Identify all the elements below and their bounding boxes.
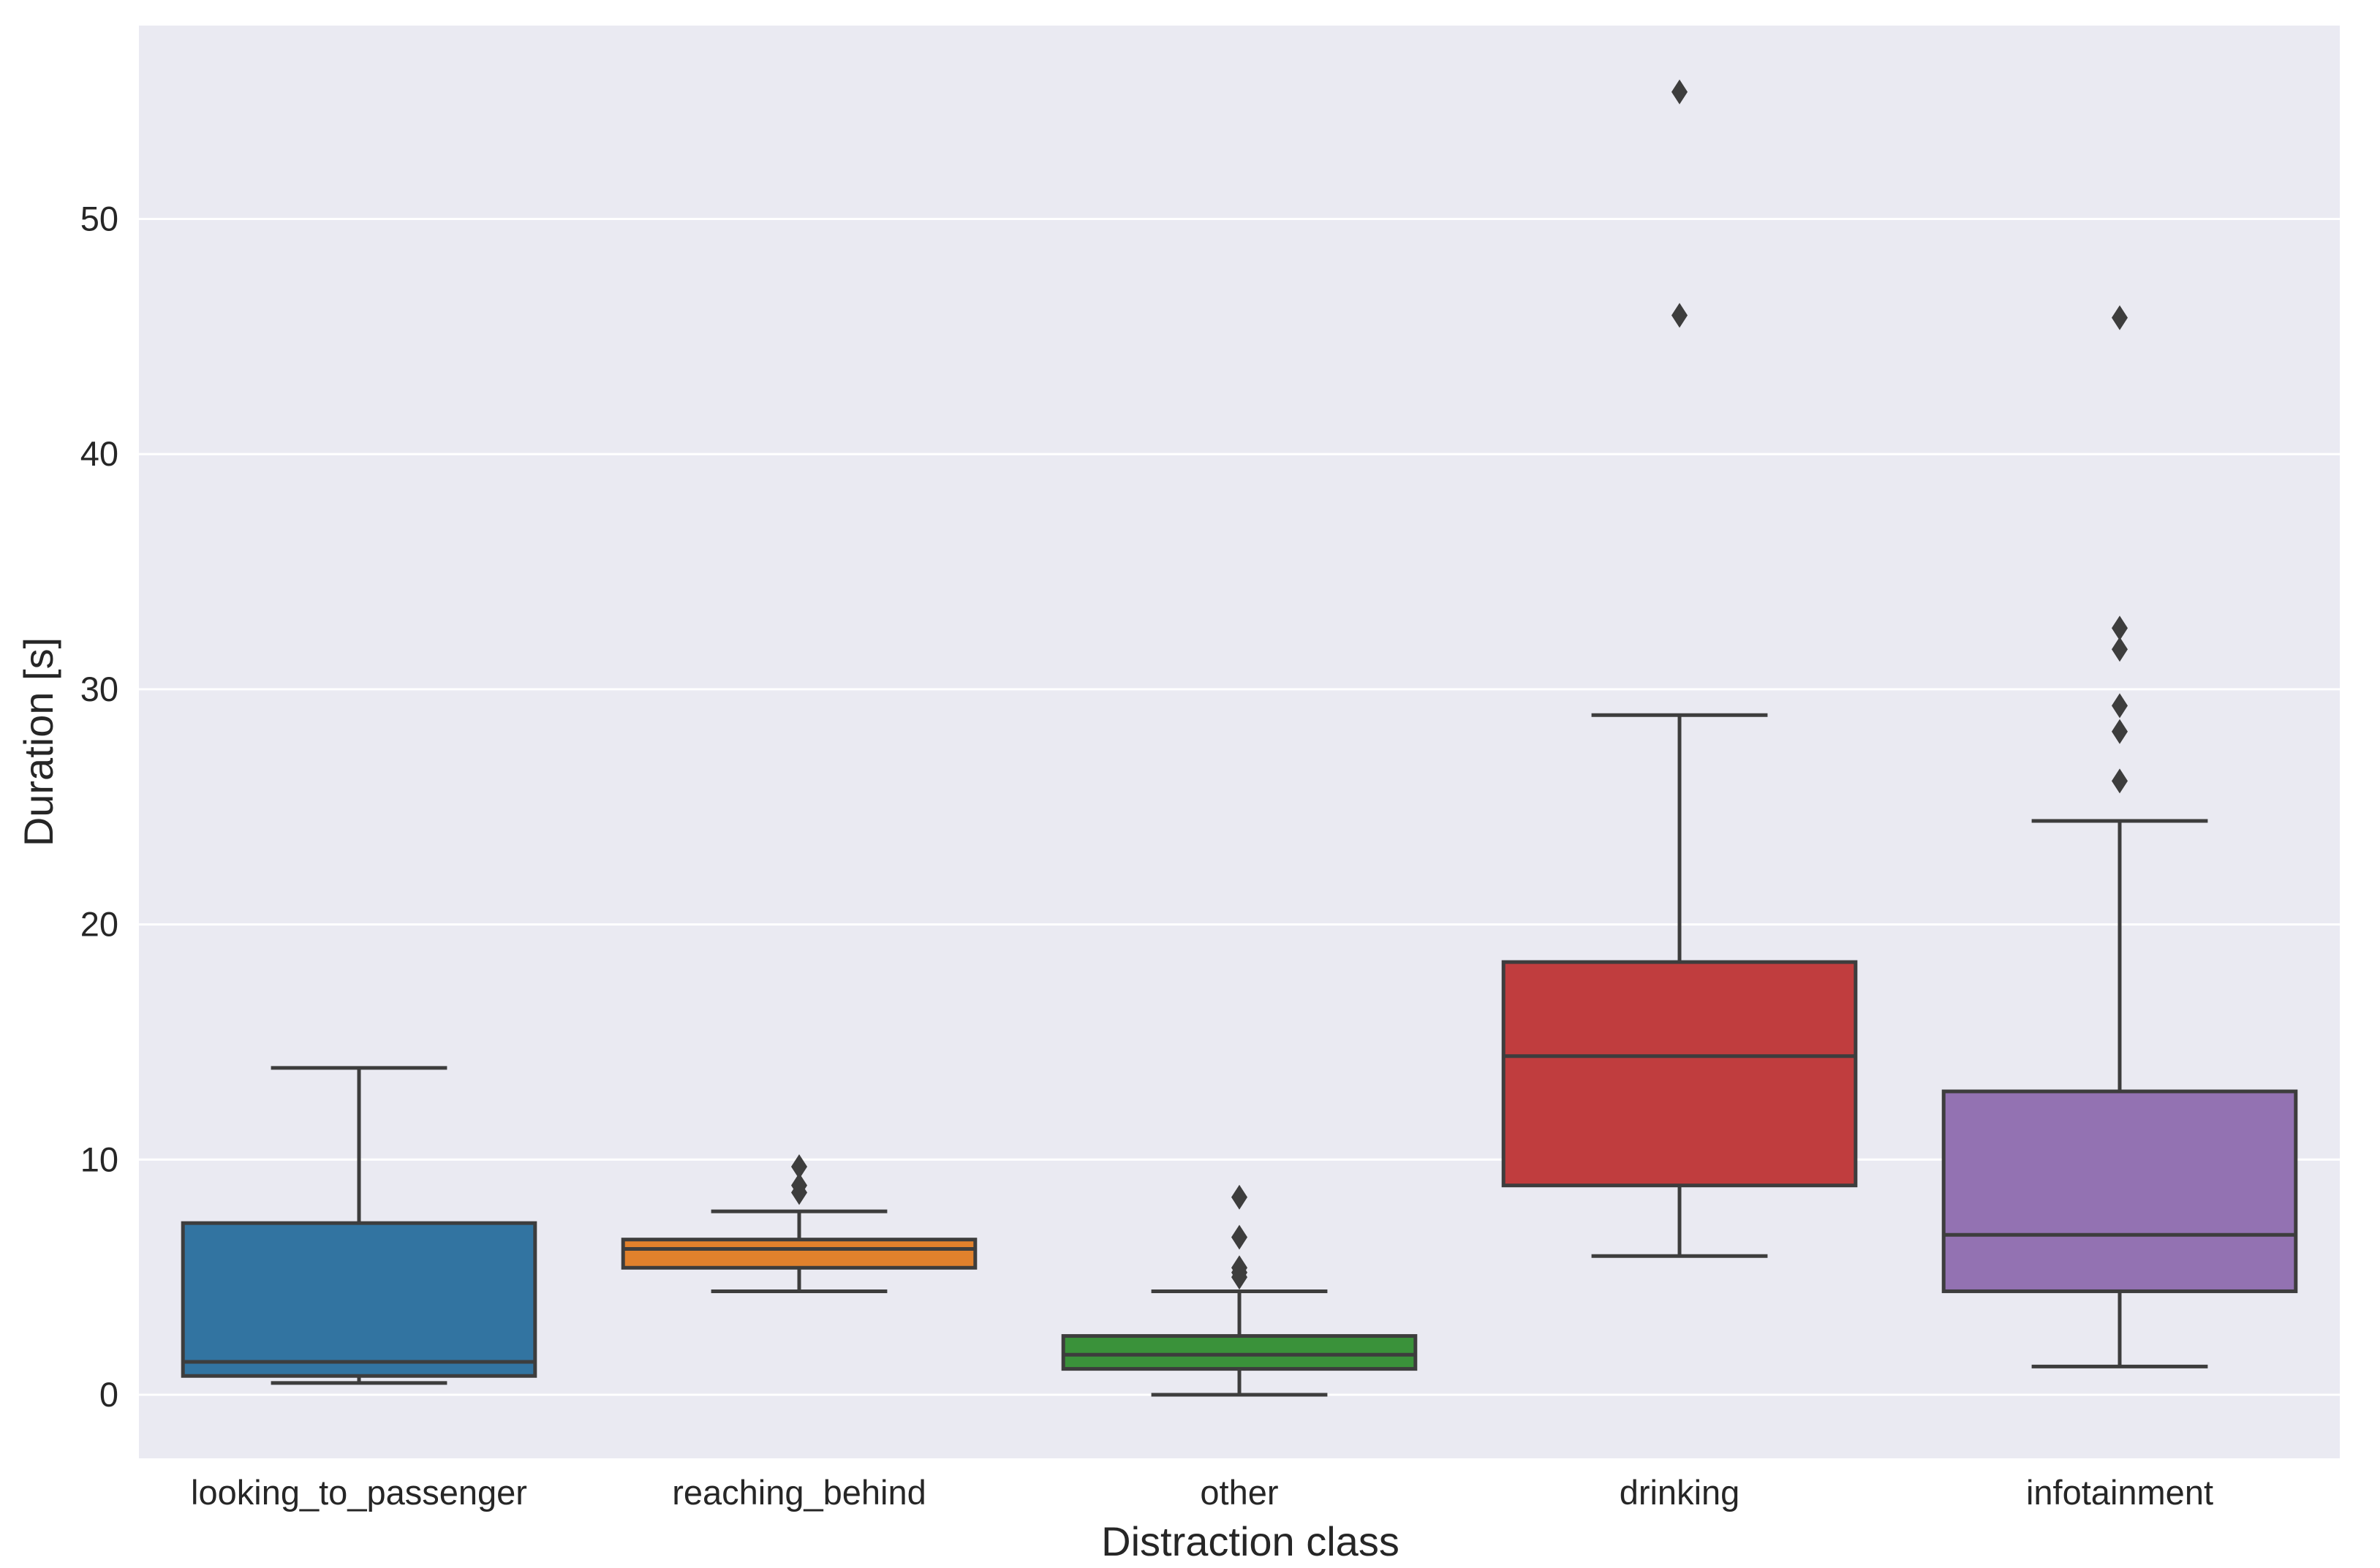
box-drinking [1501,79,1858,1258]
outlier-reaching_behind-2 [791,1154,807,1179]
box-looking_to_passenger [181,1066,537,1385]
outlier-reaching_behind-1 [791,1173,807,1198]
y-axis-label: Duration [s] [15,637,61,847]
outlier-infotainment-0 [2112,768,2128,794]
y-tick-label-40: 40 [80,434,118,473]
outlier-drinking-1 [1671,79,1688,105]
x-tick-label-other: other [1200,1473,1278,1512]
outlier-other-3 [1231,1224,1247,1250]
outlier-infotainment-1 [2112,719,2128,744]
box-infotainment [1941,305,2298,1368]
iqr-box-drinking [1501,960,1858,1188]
iqr-box-reaching_behind [621,1238,978,1270]
outlier-infotainment-2 [2112,693,2128,719]
iqr-box-infotainment [1941,1089,2298,1293]
box-other [1061,1184,1418,1397]
outlier-infotainment-4 [2112,616,2128,641]
x-tick-label-drinking: drinking [1620,1473,1740,1512]
outlier-infotainment-5 [2112,305,2128,330]
iqr-box-other [1061,1334,1418,1371]
x-tick-label-infotainment: infotainment [2026,1473,2213,1512]
iqr-box-looking_to_passenger [181,1221,537,1378]
outlier-other-2 [1231,1255,1247,1281]
y-tick-label-10: 10 [80,1140,118,1178]
box-reaching_behind [621,1154,978,1293]
y-tick-label-50: 50 [80,200,118,238]
x-tick-labels: looking_to_passenger reaching_behind other… [191,1473,2213,1512]
y-tick-labels: 0 10 20 30 40 50 [80,200,118,1414]
x-axis-label: Distraction class [1101,1518,1399,1564]
y-tick-label-0: 0 [99,1375,118,1414]
outlier-infotainment-3 [2112,637,2128,662]
boxes [181,79,2298,1397]
x-tick-label-looking_to_passenger: looking_to_passenger [191,1473,527,1512]
y-tick-label-30: 30 [80,670,118,708]
grid-lines [139,218,2340,1396]
outlier-drinking-0 [1671,303,1688,328]
x-tick-label-reaching_behind: reaching_behind [672,1473,926,1512]
outlier-other-4 [1231,1184,1247,1210]
y-tick-label-20: 20 [80,905,118,944]
